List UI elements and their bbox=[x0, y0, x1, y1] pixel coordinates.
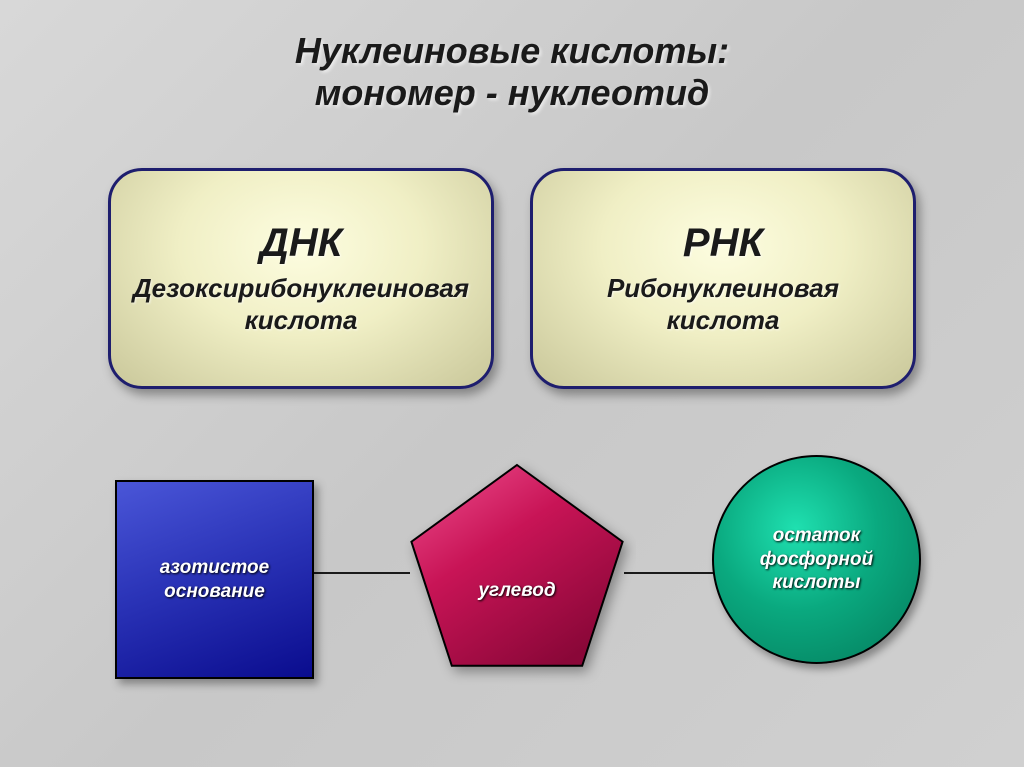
circle-label-line3: кислоты bbox=[772, 572, 860, 593]
card-rna-full-line2: кислота bbox=[667, 305, 780, 335]
card-dna-abbr: ДНК bbox=[260, 221, 342, 266]
shape-carbohydrate-label: углевод bbox=[398, 580, 636, 602]
slide-title: Нуклеиновые кислоты: мономер - нуклеотид bbox=[0, 30, 1024, 114]
card-dna-full-line1: Дезоксирибонуклеиновая bbox=[133, 273, 469, 303]
shape-phosphate: остаток фосфорной кислоты bbox=[712, 455, 921, 664]
connector-right bbox=[624, 572, 724, 574]
shape-carbohydrate: углевод bbox=[398, 455, 636, 685]
card-rna: РНК Рибонуклеиновая кислота bbox=[530, 168, 916, 389]
shape-nitrogen-base: азотистое основание bbox=[115, 480, 314, 679]
title-line-2: мономер - нуклеотид bbox=[0, 72, 1024, 114]
card-rna-full: Рибонуклеиновая кислота bbox=[607, 272, 839, 337]
card-rna-abbr: РНК bbox=[683, 221, 763, 266]
pentagon-svg bbox=[398, 455, 636, 685]
square-label-line2: основание bbox=[164, 581, 265, 602]
slide-stage: Нуклеиновые кислоты: мономер - нуклеотид… bbox=[0, 0, 1024, 767]
connector-left bbox=[310, 572, 410, 574]
title-line-1: Нуклеиновые кислоты: bbox=[0, 30, 1024, 72]
square-label-line1: азотистое bbox=[160, 557, 270, 578]
circle-label-line2: фосфорной bbox=[760, 549, 873, 570]
shape-nitrogen-base-label: азотистое основание bbox=[160, 556, 270, 604]
card-dna: ДНК Дезоксирибонуклеиновая кислота bbox=[108, 168, 494, 389]
circle-label-line1: остаток bbox=[773, 525, 861, 546]
card-dna-full: Дезоксирибонуклеиновая кислота bbox=[133, 272, 469, 337]
shape-phosphate-label: остаток фосфорной кислоты bbox=[760, 524, 873, 595]
card-rna-full-line1: Рибонуклеиновая bbox=[607, 273, 839, 303]
card-dna-full-line2: кислота bbox=[245, 305, 358, 335]
